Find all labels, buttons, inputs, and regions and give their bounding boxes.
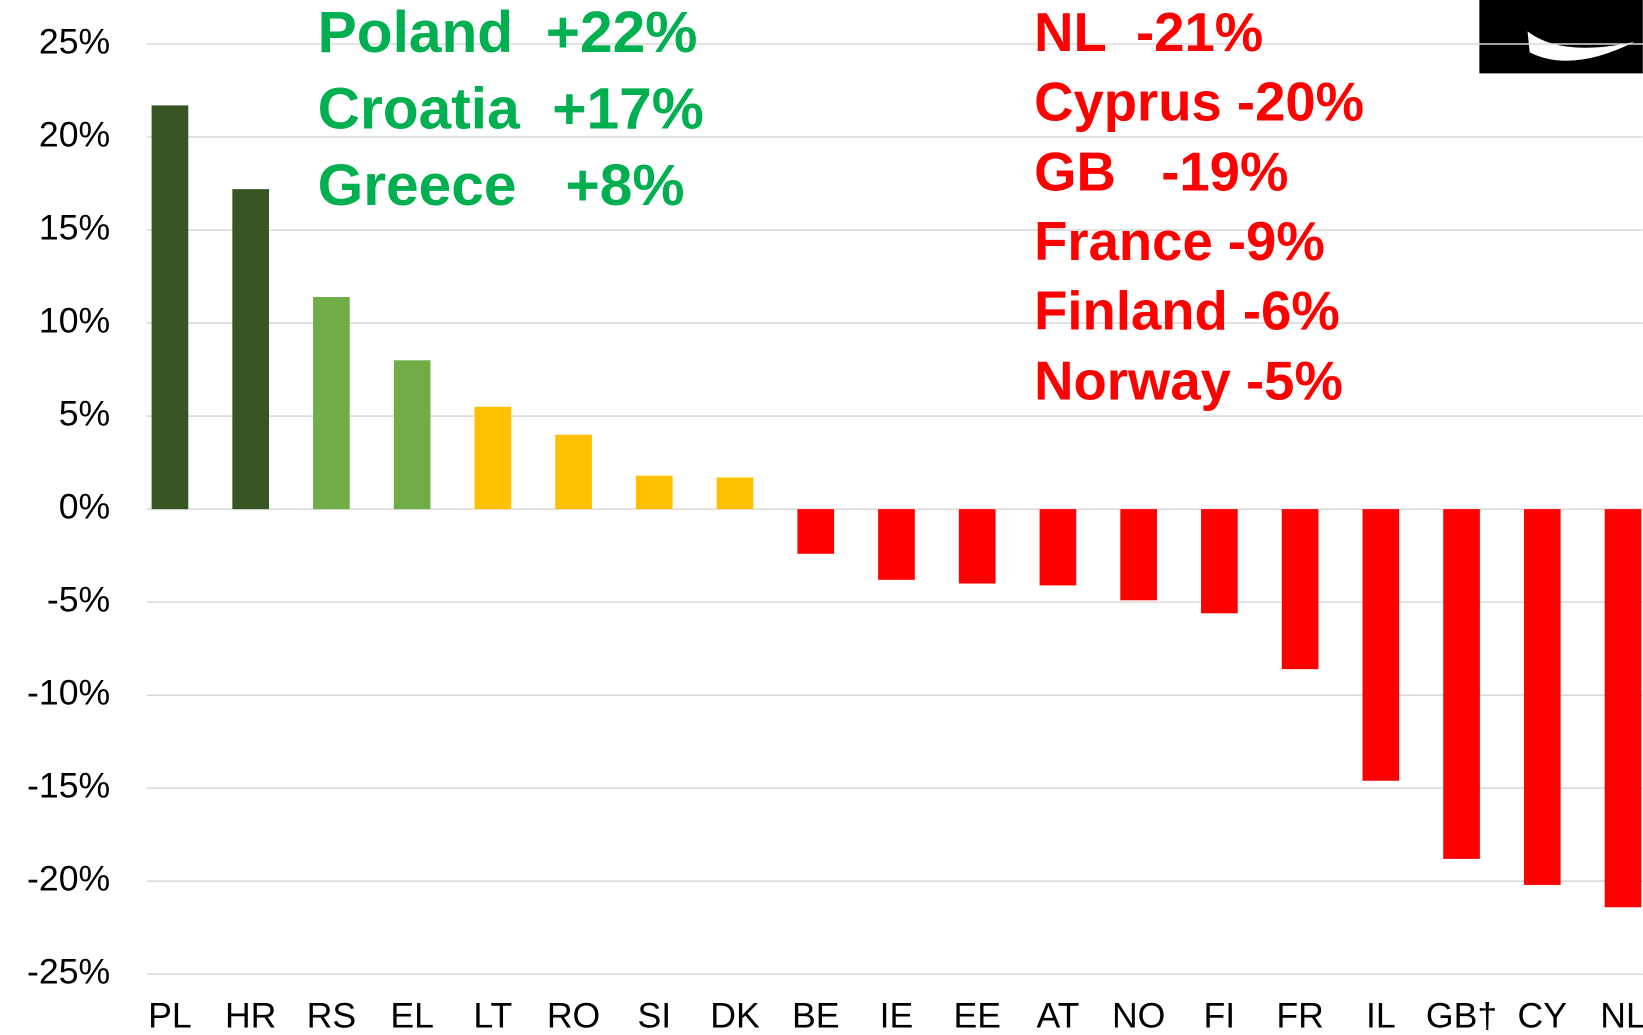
bar bbox=[474, 406, 512, 510]
x-tick-label: IL bbox=[1366, 996, 1396, 1035]
y-tick-label: 0% bbox=[59, 487, 110, 527]
y-tick-label: 25% bbox=[39, 21, 110, 61]
y-tick-label: -10% bbox=[27, 673, 110, 713]
x-tick-label: DK bbox=[710, 996, 760, 1035]
x-tick-label: NO bbox=[1112, 996, 1165, 1035]
x-tick-label: LT bbox=[473, 996, 512, 1035]
x-tick-label: IE bbox=[880, 996, 914, 1035]
x-tick-label: CY bbox=[1518, 996, 1567, 1035]
bar bbox=[1201, 509, 1238, 614]
x-tick-label: EE bbox=[953, 996, 1001, 1035]
bar bbox=[716, 477, 754, 510]
annotation: Poland +22% bbox=[318, 0, 698, 65]
x-tick-label: RS bbox=[307, 996, 356, 1035]
y-tick-label: -25% bbox=[27, 952, 110, 992]
bar bbox=[313, 297, 350, 510]
bar bbox=[1039, 509, 1077, 586]
annotation: Norway -5% bbox=[1034, 350, 1343, 411]
y-tick-label: -5% bbox=[47, 580, 110, 620]
bar bbox=[232, 189, 270, 510]
logo-swoosh bbox=[1527, 31, 1635, 61]
bar bbox=[1523, 509, 1561, 885]
annotation: NL -21% bbox=[1034, 2, 1263, 63]
bar bbox=[1443, 509, 1480, 859]
x-tick-label: NL bbox=[1600, 996, 1643, 1035]
bar bbox=[393, 360, 431, 510]
x-tick-label: BE bbox=[792, 996, 840, 1035]
y-tick-label: 10% bbox=[39, 300, 110, 340]
annotation: Cyprus -20% bbox=[1034, 72, 1364, 133]
x-tick-label: AT bbox=[1036, 996, 1079, 1035]
bar bbox=[878, 509, 915, 580]
y-tick-label: 20% bbox=[39, 114, 110, 154]
annotation: Finland -6% bbox=[1034, 281, 1340, 342]
bar bbox=[151, 105, 189, 510]
bar bbox=[797, 509, 835, 554]
y-tick-label: 15% bbox=[39, 207, 110, 247]
x-tick-label: HR bbox=[225, 996, 276, 1035]
y-tick-label: -20% bbox=[27, 859, 110, 899]
y-tick-label: 5% bbox=[59, 394, 110, 434]
annotation: Greece +8% bbox=[318, 153, 685, 218]
bar bbox=[1362, 509, 1400, 781]
x-tick-label: SI bbox=[637, 996, 671, 1035]
x-tick-label: PL bbox=[148, 996, 192, 1035]
bar bbox=[958, 509, 996, 584]
bar bbox=[1120, 509, 1157, 601]
annotation: Croatia +17% bbox=[318, 77, 704, 142]
annotation: GB -19% bbox=[1034, 141, 1288, 202]
bar bbox=[1604, 509, 1642, 908]
bar bbox=[1281, 509, 1319, 670]
bar bbox=[555, 434, 592, 510]
x-tick-label: FR bbox=[1276, 996, 1323, 1035]
annotation: France -9% bbox=[1034, 211, 1325, 272]
x-tick-label: GB† bbox=[1426, 996, 1497, 1035]
x-tick-label: EL bbox=[390, 996, 434, 1035]
y-tick-label: -15% bbox=[27, 766, 110, 806]
bar bbox=[635, 475, 673, 510]
x-tick-label: FI bbox=[1204, 996, 1236, 1035]
logo bbox=[1479, 0, 1643, 74]
x-tick-label: RO bbox=[547, 996, 600, 1035]
